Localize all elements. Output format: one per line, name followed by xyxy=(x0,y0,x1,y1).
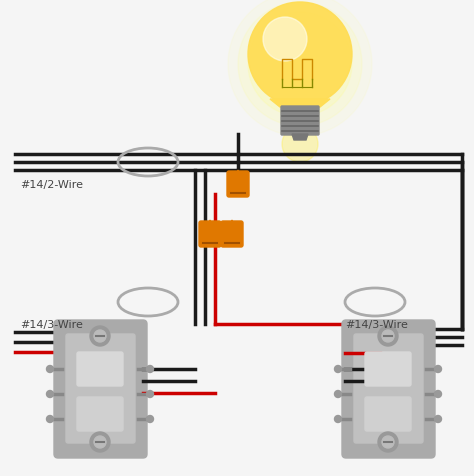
Circle shape xyxy=(46,366,54,373)
Circle shape xyxy=(263,18,307,62)
Circle shape xyxy=(378,327,398,346)
Circle shape xyxy=(282,127,318,163)
Polygon shape xyxy=(231,170,245,194)
Circle shape xyxy=(46,391,54,397)
Circle shape xyxy=(146,416,154,423)
Text: #14/3-Wire: #14/3-Wire xyxy=(20,319,83,329)
FancyBboxPatch shape xyxy=(66,334,135,443)
FancyBboxPatch shape xyxy=(227,172,249,198)
Circle shape xyxy=(382,330,394,342)
Polygon shape xyxy=(225,220,239,244)
Circle shape xyxy=(435,391,441,397)
Circle shape xyxy=(90,432,110,452)
Circle shape xyxy=(146,366,154,373)
Polygon shape xyxy=(292,135,308,141)
FancyBboxPatch shape xyxy=(342,320,435,458)
FancyBboxPatch shape xyxy=(365,397,411,431)
Circle shape xyxy=(435,366,441,373)
FancyBboxPatch shape xyxy=(54,320,147,458)
Circle shape xyxy=(248,13,352,117)
Circle shape xyxy=(335,391,341,397)
Polygon shape xyxy=(270,100,330,108)
Circle shape xyxy=(90,327,110,346)
Text: #14/2-Wire: #14/2-Wire xyxy=(20,179,83,189)
Circle shape xyxy=(335,366,341,373)
Circle shape xyxy=(335,416,341,423)
Polygon shape xyxy=(203,220,217,244)
Circle shape xyxy=(238,3,362,127)
FancyBboxPatch shape xyxy=(77,397,123,431)
Circle shape xyxy=(228,0,372,137)
FancyBboxPatch shape xyxy=(77,352,123,386)
Circle shape xyxy=(94,330,106,342)
FancyBboxPatch shape xyxy=(199,221,221,248)
Circle shape xyxy=(382,436,394,448)
FancyBboxPatch shape xyxy=(365,352,411,386)
FancyBboxPatch shape xyxy=(221,221,243,248)
Circle shape xyxy=(378,432,398,452)
Circle shape xyxy=(435,416,441,423)
FancyBboxPatch shape xyxy=(354,334,423,443)
Circle shape xyxy=(248,3,352,107)
Text: #14/3-Wire: #14/3-Wire xyxy=(345,319,408,329)
Circle shape xyxy=(146,391,154,397)
FancyBboxPatch shape xyxy=(281,107,319,136)
Circle shape xyxy=(94,436,106,448)
Circle shape xyxy=(46,416,54,423)
